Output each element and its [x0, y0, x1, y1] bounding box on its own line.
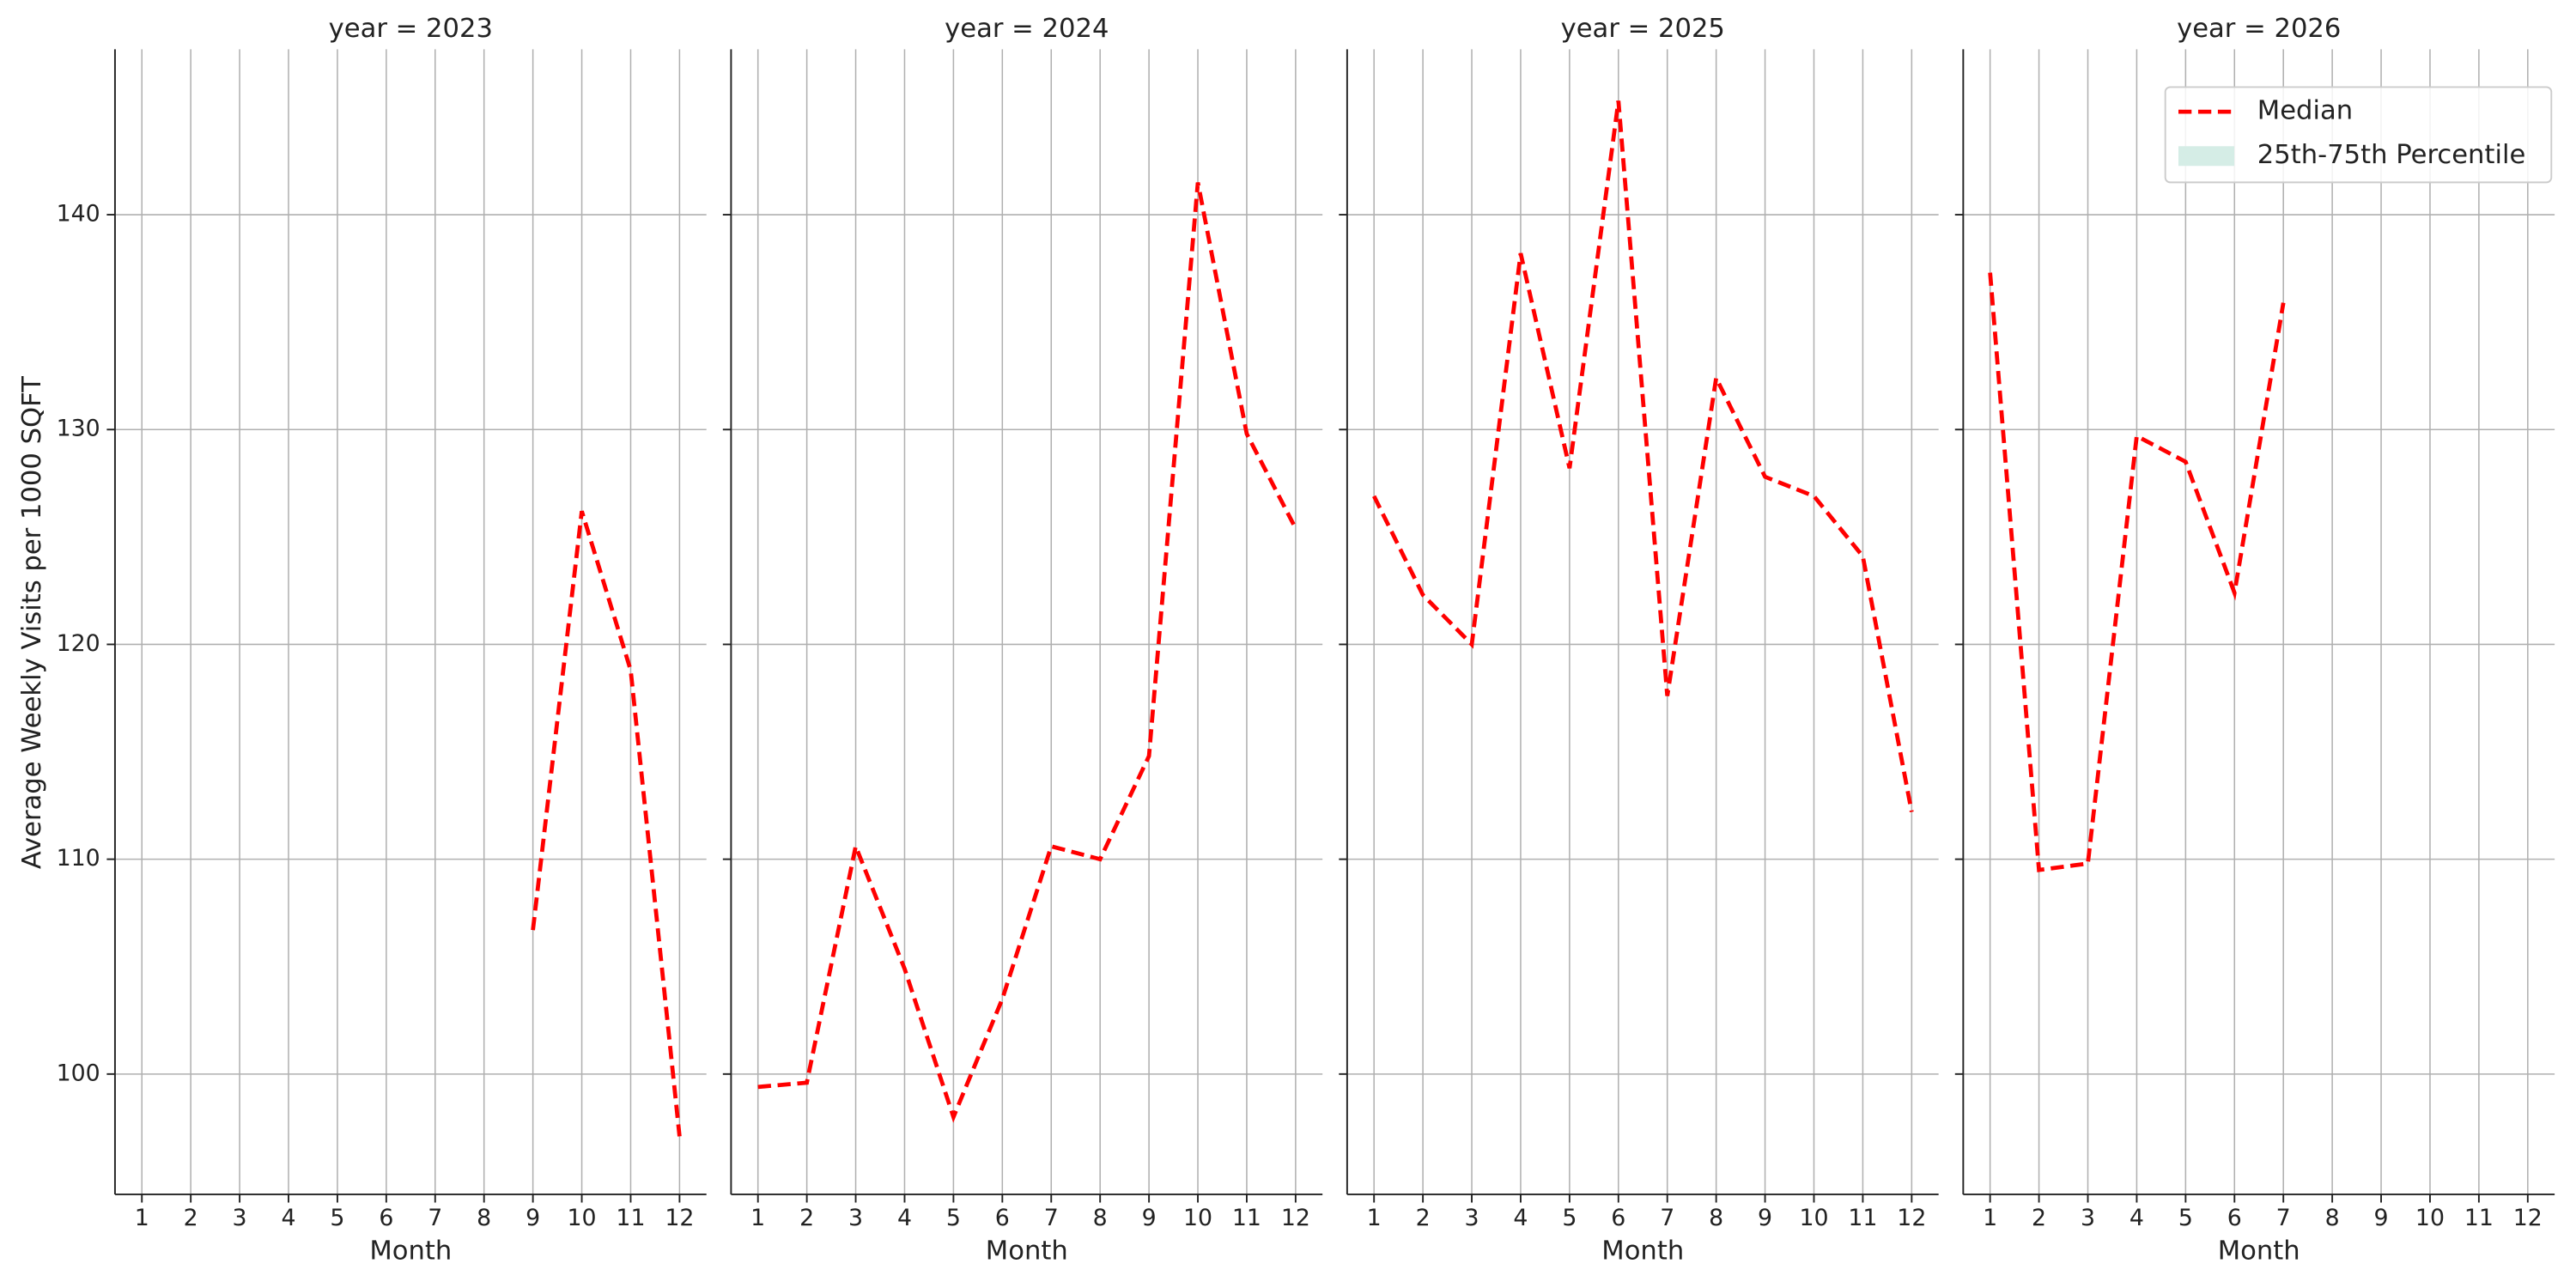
legend: Median 25th-75th Percentile: [2164, 86, 2553, 184]
x-tick-label: 3: [2081, 1205, 2095, 1231]
x-tick-label: 7: [1660, 1205, 1674, 1231]
x-tick-label: 3: [1465, 1205, 1479, 1231]
x-tick-label: 11: [616, 1205, 645, 1231]
x-tick-label: 6: [995, 1205, 1010, 1231]
x-tick-label: 12: [1281, 1205, 1310, 1231]
x-axis-label: Month: [1601, 1236, 1684, 1266]
y-tick-label: 140: [57, 201, 100, 228]
panel-title: year = 2026: [2177, 14, 2341, 44]
y-tick-label: 100: [57, 1060, 100, 1086]
x-tick-label: 4: [281, 1205, 295, 1231]
median-line: [1372, 100, 1914, 813]
y-tick-label: 110: [57, 845, 100, 872]
x-tick-label: 11: [1848, 1205, 1877, 1231]
x-tick-label: 2: [1416, 1205, 1431, 1231]
legend-patch: [2178, 146, 2235, 167]
x-tick-label: 3: [233, 1205, 247, 1231]
x-tick-label: 5: [946, 1205, 961, 1231]
x-tick-label: 11: [2464, 1205, 2494, 1231]
x-tick-label: 4: [897, 1205, 912, 1231]
x-tick-label: 2: [2032, 1205, 2046, 1231]
x-tick-label: 6: [2227, 1205, 2242, 1231]
x-tick-label: 2: [799, 1205, 814, 1231]
x-tick-label: 5: [330, 1205, 344, 1231]
x-tick-label: 8: [477, 1205, 491, 1231]
x-tick-label: 9: [1142, 1205, 1157, 1231]
x-tick-label: 10: [1183, 1205, 1212, 1231]
y-axis-label: Average Weekly Visits per 1000 SQFT: [17, 376, 47, 869]
y-tick-label: 130: [57, 416, 100, 442]
x-tick-label: 1: [1367, 1205, 1382, 1231]
legend-box: [2164, 86, 2553, 184]
x-tick-label: 7: [2276, 1205, 2291, 1231]
y-tick-label: 120: [57, 630, 100, 657]
legend-label: 25th-75th Percentile: [2257, 140, 2526, 170]
x-tick-label: 7: [1044, 1205, 1059, 1231]
x-axis-label: Month: [369, 1236, 452, 1266]
x-tick-label: 9: [526, 1205, 540, 1231]
x-tick-label: 12: [2513, 1205, 2543, 1231]
median-line: [757, 182, 1297, 1123]
x-tick-label: 12: [1897, 1205, 1926, 1231]
x-tick-label: 8: [1709, 1205, 1723, 1231]
x-tick-label: 2: [184, 1205, 198, 1231]
legend-label: Median: [2257, 96, 2353, 126]
median-line: [1988, 272, 2286, 872]
x-axis-label: Month: [986, 1236, 1068, 1266]
x-tick-label: 6: [1611, 1205, 1625, 1231]
x-axis-label: Month: [2218, 1236, 2300, 1266]
x-tick-label: 10: [1799, 1205, 1828, 1231]
x-tick-label: 7: [428, 1205, 442, 1231]
x-tick-label: 10: [568, 1205, 597, 1231]
x-tick-label: 1: [750, 1205, 765, 1231]
x-tick-label: 4: [2129, 1205, 2144, 1231]
x-tick-label: 12: [665, 1205, 694, 1231]
x-tick-label: 10: [2415, 1205, 2445, 1231]
x-tick-label: 1: [135, 1205, 149, 1231]
x-tick-label: 9: [1758, 1205, 1772, 1231]
x-tick-label: 5: [2178, 1205, 2193, 1231]
x-tick-label: 4: [1513, 1205, 1528, 1231]
x-tick-label: 1: [1983, 1205, 1997, 1231]
panel-title: year = 2023: [329, 14, 493, 44]
x-tick-label: 9: [2374, 1205, 2389, 1231]
x-tick-label: 8: [1093, 1205, 1108, 1231]
x-tick-label: 6: [379, 1205, 393, 1231]
panel-title: year = 2024: [945, 14, 1109, 44]
x-tick-label: 8: [2325, 1205, 2340, 1231]
x-tick-label: 5: [1562, 1205, 1577, 1231]
median-line: [531, 510, 682, 1137]
x-tick-label: 3: [848, 1205, 863, 1231]
panel-title: year = 2025: [1561, 14, 1725, 44]
x-tick-label: 11: [1232, 1205, 1261, 1231]
